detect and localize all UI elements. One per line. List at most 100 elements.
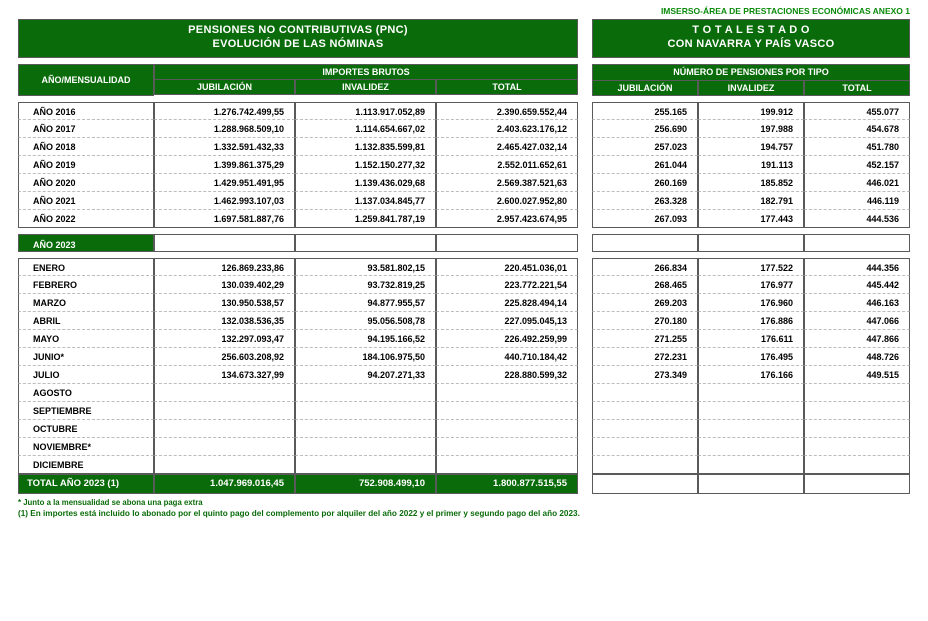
table-row: FEBRERO130.039.402,2993.732.819,25223.77…: [18, 276, 578, 294]
cell: 260.169: [592, 174, 698, 192]
cell: 255.165: [592, 102, 698, 120]
table-row: OCTUBRE: [18, 420, 578, 438]
cell: 176.977: [698, 276, 804, 294]
cell: [592, 438, 698, 456]
table-row: [592, 420, 910, 438]
cell: 220.451.036,01: [436, 258, 578, 276]
table-row: 256.690197.988454.678: [592, 120, 910, 138]
cell: 446.163: [804, 294, 910, 312]
table-row: JUNIO*256.603.208,92184.106.975,50440.71…: [18, 348, 578, 366]
row-label: AÑO 2017: [18, 120, 154, 138]
cell: [436, 384, 578, 402]
table-row: 257.023194.757451.780: [592, 138, 910, 156]
cell: 261.044: [592, 156, 698, 174]
table-row: ABRIL132.038.536,3595.056.508,78227.095.…: [18, 312, 578, 330]
left-banner: PENSIONES NO CONTRIBUTIVAS (PNC) EVOLUCI…: [18, 19, 578, 58]
year-2023-header: AÑO 2023: [18, 234, 154, 252]
table-row: 267.093177.443444.536: [592, 210, 910, 228]
table-row: 266.834177.522444.356: [592, 258, 910, 276]
cell: 2.552.011.652,61: [436, 156, 578, 174]
right-group: NÚMERO DE PENSIONES POR TIPO: [592, 64, 910, 80]
table-row: AGOSTO: [18, 384, 578, 402]
cell: 2.569.387.521,63: [436, 174, 578, 192]
cell: [592, 420, 698, 438]
cell: 1.137.034.845,77: [295, 192, 436, 210]
cell: 177.522: [698, 258, 804, 276]
cell: [154, 456, 295, 474]
cell: [436, 420, 578, 438]
right-total-row: [592, 474, 910, 494]
cell: 455.077: [804, 102, 910, 120]
cell: 451.780: [804, 138, 910, 156]
table-row: SEPTIEMBRE: [18, 402, 578, 420]
left-banner-l1: PENSIONES NO CONTRIBUTIVAS (PNC): [21, 24, 575, 38]
table-row: MARZO130.950.538,5794.877.955,57225.828.…: [18, 294, 578, 312]
left-col1: JUBILACIÓN: [154, 79, 295, 95]
cell: 449.515: [804, 366, 910, 384]
cell: 2.390.659.552,44: [436, 102, 578, 120]
cell: 94.195.166,52: [295, 330, 436, 348]
cell: 1.462.993.107,03: [154, 192, 295, 210]
cell: [698, 402, 804, 420]
cell: 95.056.508,78: [295, 312, 436, 330]
cell: 440.710.184,42: [436, 348, 578, 366]
cell: 444.536: [804, 210, 910, 228]
cell: 132.038.536,35: [154, 312, 295, 330]
table-row: AÑO 20211.462.993.107,031.137.034.845,77…: [18, 192, 578, 210]
cell: 199.912: [698, 102, 804, 120]
cell: 176.611: [698, 330, 804, 348]
cell: 2.600.027.952,80: [436, 192, 578, 210]
table-row: AÑO 20181.332.591.432,331.132.835.599,81…: [18, 138, 578, 156]
row-label: MARZO: [18, 294, 154, 312]
cell: 263.328: [592, 192, 698, 210]
row-label: AÑO 2021: [18, 192, 154, 210]
row-label: MAYO: [18, 330, 154, 348]
cell: 132.297.093,47: [154, 330, 295, 348]
left-total-label: TOTAL AÑO 2023 (1): [18, 474, 154, 494]
cell: 267.093: [592, 210, 698, 228]
row-label: AÑO 2020: [18, 174, 154, 192]
table-row: [592, 384, 910, 402]
cell: [592, 384, 698, 402]
cell: 1.113.917.052,89: [295, 102, 436, 120]
cell: [436, 456, 578, 474]
table-row: 261.044191.113452.157: [592, 156, 910, 174]
right-col3: TOTAL: [804, 80, 910, 96]
table-row: 269.203176.960446.163: [592, 294, 910, 312]
cell: 445.442: [804, 276, 910, 294]
cell: 268.465: [592, 276, 698, 294]
header-topline: IMSERSO-ÁREA DE PRESTACIONES ECONÓMICAS …: [18, 6, 910, 16]
cell: [804, 402, 910, 420]
cell: 126.869.233,86: [154, 258, 295, 276]
cell: 223.772.221,54: [436, 276, 578, 294]
right-panel: T O T A L E S T A D O CON NAVARRA Y PAÍS…: [592, 19, 910, 494]
left-years-block: AÑO 20161.276.742.499,551.113.917.052,89…: [18, 102, 578, 228]
table-row: 263.328182.791446.119: [592, 192, 910, 210]
table-row: 271.255176.611447.866: [592, 330, 910, 348]
cell: [804, 384, 910, 402]
cell: 191.113: [698, 156, 804, 174]
cell: [698, 438, 804, 456]
cell: 177.443: [698, 210, 804, 228]
table-row: [592, 456, 910, 474]
cell: [698, 384, 804, 402]
cell: 93.732.819,25: [295, 276, 436, 294]
cell: 1.332.591.432,33: [154, 138, 295, 156]
cell: [295, 384, 436, 402]
row-label: DICIEMBRE: [18, 456, 154, 474]
cell: 185.852: [698, 174, 804, 192]
cell: [436, 402, 578, 420]
table-row: 273.349176.166449.515: [592, 366, 910, 384]
table-row: MAYO132.297.093,4794.195.166,52226.492.2…: [18, 330, 578, 348]
cell: 2.403.623.176,12: [436, 120, 578, 138]
cell: 454.678: [804, 120, 910, 138]
left-col2: INVALIDEZ: [295, 79, 436, 95]
cell: [154, 384, 295, 402]
cell: 1.152.150.277,32: [295, 156, 436, 174]
cell: 444.356: [804, 258, 910, 276]
row-label: JUNIO*: [18, 348, 154, 366]
row-label: NOVIEMBRE*: [18, 438, 154, 456]
cell: 1.139.436.029,68: [295, 174, 436, 192]
cell: 1.288.968.509,10: [154, 120, 295, 138]
cell: 1.429.951.491,95: [154, 174, 295, 192]
